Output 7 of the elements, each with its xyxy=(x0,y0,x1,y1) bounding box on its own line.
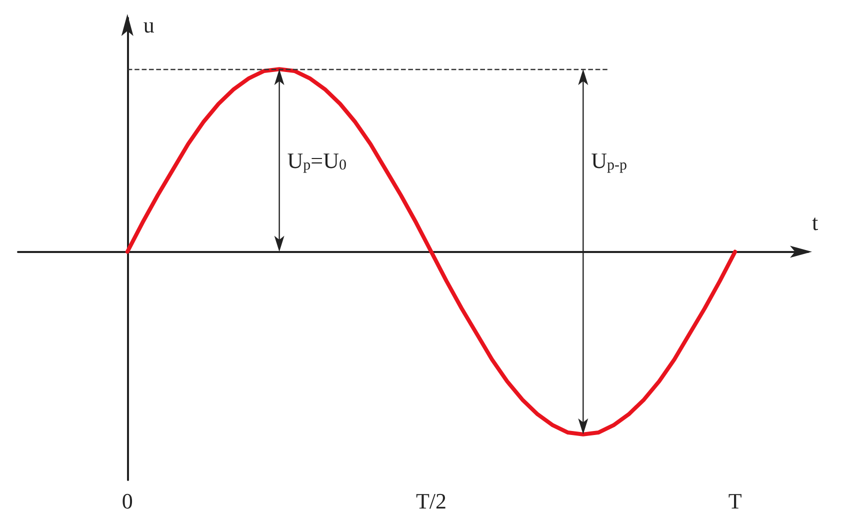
x-axis-title: t xyxy=(812,210,818,236)
x-tick-label: T/2 xyxy=(416,488,447,514)
annotation: Up=U0 xyxy=(287,148,346,174)
y-axis-title: u xyxy=(143,12,154,38)
x-tick-label: T xyxy=(728,488,742,514)
annotation: Up-p xyxy=(591,148,628,174)
x-tick-label: 0 xyxy=(122,488,133,514)
